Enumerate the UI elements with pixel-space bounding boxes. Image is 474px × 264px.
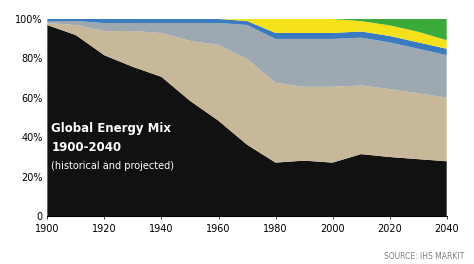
Text: 1900-2040: 1900-2040 [51,142,121,154]
Text: Global Energy Mix: Global Energy Mix [51,122,172,135]
Text: (historical and projected): (historical and projected) [51,161,174,171]
Text: SOURCE: IHS MARKIT: SOURCE: IHS MARKIT [384,252,465,261]
